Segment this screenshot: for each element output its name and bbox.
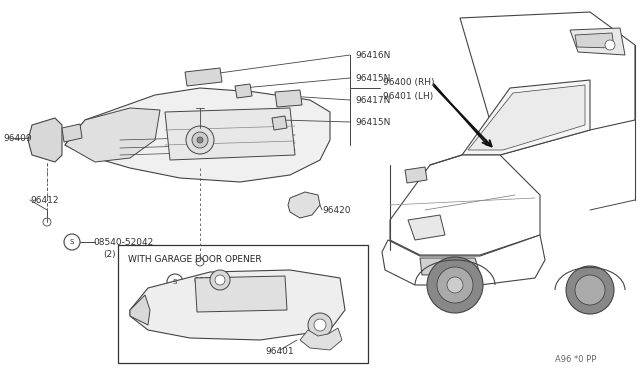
Text: (4): (4) (203, 292, 216, 301)
Polygon shape (408, 215, 445, 240)
Polygon shape (382, 235, 545, 285)
Text: 96400 (RH): 96400 (RH) (383, 77, 435, 87)
Text: 96415N: 96415N (355, 74, 390, 83)
Text: 96420: 96420 (322, 205, 351, 215)
Polygon shape (185, 68, 222, 86)
Polygon shape (462, 80, 590, 155)
Text: 96401 (LH): 96401 (LH) (383, 92, 433, 100)
Text: 96417N: 96417N (355, 96, 390, 105)
Polygon shape (272, 116, 287, 130)
Circle shape (314, 319, 326, 331)
Circle shape (167, 274, 183, 290)
Polygon shape (288, 192, 320, 218)
Polygon shape (130, 295, 150, 325)
Circle shape (210, 270, 230, 290)
Polygon shape (575, 33, 614, 48)
Circle shape (437, 267, 473, 303)
Circle shape (447, 277, 463, 293)
Polygon shape (62, 124, 82, 142)
Polygon shape (460, 12, 635, 155)
Polygon shape (195, 276, 287, 312)
Polygon shape (300, 328, 342, 350)
Polygon shape (420, 258, 480, 275)
Circle shape (186, 126, 214, 154)
Circle shape (64, 234, 80, 250)
Circle shape (566, 266, 614, 314)
Text: A96 *0 PP: A96 *0 PP (555, 356, 596, 365)
Circle shape (575, 275, 605, 305)
Circle shape (43, 146, 51, 154)
Circle shape (427, 257, 483, 313)
Circle shape (43, 218, 51, 226)
Text: (2): (2) (103, 250, 116, 259)
Polygon shape (130, 270, 345, 340)
Polygon shape (468, 85, 585, 150)
Text: 08540-52042: 08540-52042 (193, 278, 253, 286)
Text: S: S (173, 279, 177, 285)
Circle shape (192, 132, 208, 148)
Polygon shape (65, 88, 330, 182)
Polygon shape (390, 155, 540, 255)
Circle shape (43, 128, 51, 136)
Text: 96415N: 96415N (355, 118, 390, 126)
Circle shape (300, 200, 310, 210)
Polygon shape (28, 118, 62, 162)
Polygon shape (65, 108, 160, 162)
Text: WITH GARAGE DOOR OPENER: WITH GARAGE DOOR OPENER (128, 256, 262, 264)
Text: 08540-52042: 08540-52042 (93, 237, 153, 247)
Text: 96409: 96409 (3, 134, 31, 142)
Polygon shape (235, 84, 252, 98)
Circle shape (196, 258, 204, 266)
Bar (118, 245, 368, 363)
Circle shape (215, 275, 225, 285)
Polygon shape (275, 90, 302, 107)
Text: 96412: 96412 (30, 196, 58, 205)
Circle shape (605, 40, 615, 50)
Polygon shape (405, 167, 427, 183)
Polygon shape (165, 108, 295, 160)
Circle shape (308, 313, 332, 337)
Polygon shape (570, 28, 625, 55)
Text: 96401: 96401 (265, 347, 294, 356)
Text: 96416N: 96416N (355, 51, 390, 60)
Circle shape (197, 137, 203, 143)
Text: S: S (70, 239, 74, 245)
